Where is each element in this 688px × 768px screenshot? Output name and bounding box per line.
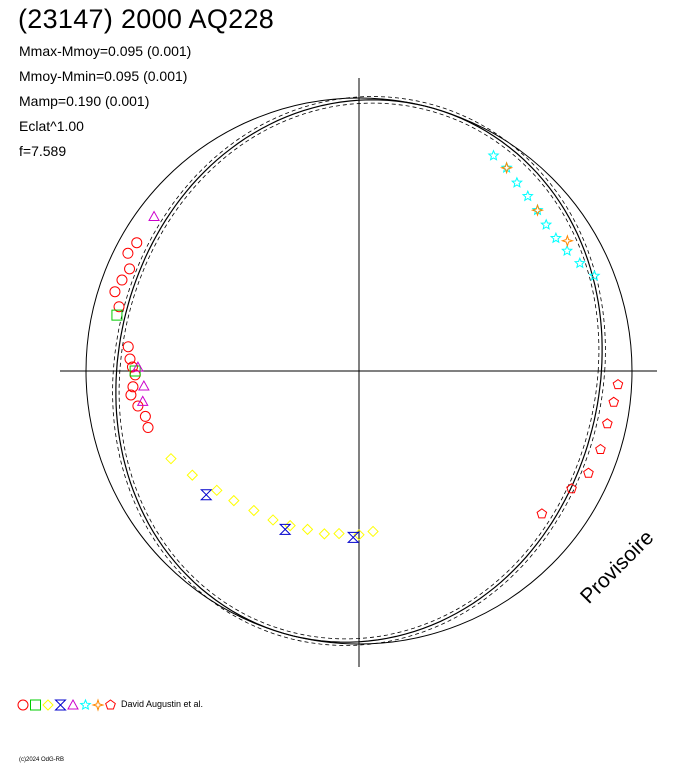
legend-cross-icon <box>91 698 105 712</box>
data-point-star-6 <box>521 189 534 202</box>
data-point-triangle-0 <box>148 210 160 222</box>
data-point-diamond-5 <box>267 514 279 526</box>
data-point-circle-14 <box>142 422 154 434</box>
data-point-square-0 <box>111 309 123 321</box>
data-point-star-3 <box>549 231 562 244</box>
data-point-diamond-4 <box>248 504 260 517</box>
legend-observer-text: David Augustin et al. <box>121 699 204 709</box>
data-point-diamond-3 <box>228 494 240 507</box>
data-point-circle-13 <box>139 410 151 422</box>
legend-hourglass-icon <box>54 699 67 711</box>
data-point-circle-6 <box>122 341 134 353</box>
data-point-pentagon-2 <box>583 467 594 478</box>
data-point-star-1 <box>573 257 586 269</box>
data-point-diamond-11 <box>367 525 379 538</box>
data-points <box>109 149 624 543</box>
data-point-diamond-0 <box>165 452 177 465</box>
data-point-cross-1 <box>530 203 545 217</box>
data-point-pentagon-0 <box>536 508 548 519</box>
data-point-circle-5 <box>113 301 125 313</box>
legend-square-icon <box>30 699 41 711</box>
legend-circle-icon <box>17 699 29 711</box>
fit-curve <box>115 99 603 643</box>
data-point-circle-4 <box>109 286 121 298</box>
data-point-circle-11 <box>125 389 137 401</box>
legend-diamond-icon <box>42 699 54 711</box>
data-point-hourglass-2 <box>346 531 360 543</box>
data-point-circle-7 <box>124 353 136 365</box>
copyright-text: (c)2024 OdG-RB <box>19 757 65 763</box>
data-point-diamond-8 <box>318 528 331 540</box>
data-point-circle-12 <box>132 400 144 412</box>
stat-frequency: f=7.589 <box>19 143 67 159</box>
data-point-pentagon-6 <box>612 378 624 390</box>
data-point-cross-2 <box>499 161 514 175</box>
data-point-triangle-1 <box>132 361 144 372</box>
data-point-circle-2 <box>124 263 136 275</box>
data-point-circle-8 <box>126 361 138 373</box>
data-point-circle-3 <box>116 274 128 286</box>
data-point-pentagon-3 <box>595 443 606 454</box>
reference-circle <box>85 97 633 645</box>
legend-pentagon-icon <box>105 699 116 710</box>
stat-mmoy-mmin: Mmoy-Mmin=0.095 (0.001) <box>19 68 188 84</box>
data-point-triangle-3 <box>136 395 149 406</box>
data-point-triangle-2 <box>138 380 150 391</box>
data-point-circle-1 <box>122 247 134 259</box>
data-point-cross-0 <box>560 234 575 248</box>
data-point-star-8 <box>500 161 513 173</box>
data-point-hourglass-0 <box>200 489 213 501</box>
data-point-diamond-9 <box>333 527 345 540</box>
fit-envelope-outer <box>112 96 606 646</box>
data-point-pentagon-1 <box>566 483 577 494</box>
stat-eclat: Eclat^1.00 <box>19 118 84 134</box>
data-point-pentagon-4 <box>602 418 613 429</box>
fit-curves <box>112 96 606 646</box>
stat-mmax-mmoy: Mmax-Mmoy=0.095 (0.001) <box>19 43 192 59</box>
data-point-pentagon-5 <box>608 396 620 407</box>
data-point-diamond-7 <box>301 523 314 536</box>
fit-envelope-inner <box>118 102 600 640</box>
legend-star-icon <box>79 698 92 711</box>
stat-mamp: Mamp=0.190 (0.001) <box>19 93 150 109</box>
axes <box>60 78 657 667</box>
data-point-star-0 <box>588 269 601 281</box>
data-point-star-9 <box>487 149 500 161</box>
legend-markers <box>17 698 116 712</box>
data-point-star-2 <box>561 244 574 256</box>
data-point-star-4 <box>540 218 553 230</box>
legend-triangle-icon <box>67 698 79 710</box>
data-point-hourglass-1 <box>278 523 292 535</box>
data-point-diamond-6 <box>284 519 296 532</box>
data-point-diamond-10 <box>353 529 365 541</box>
data-point-circle-0 <box>131 237 143 249</box>
chart-title: (23147) 2000 AQ228 <box>18 4 275 34</box>
data-point-diamond-2 <box>211 484 223 497</box>
data-point-circle-10 <box>127 381 139 393</box>
data-point-diamond-1 <box>186 469 199 481</box>
data-point-star-5 <box>531 203 544 216</box>
data-point-star-7 <box>510 176 523 188</box>
